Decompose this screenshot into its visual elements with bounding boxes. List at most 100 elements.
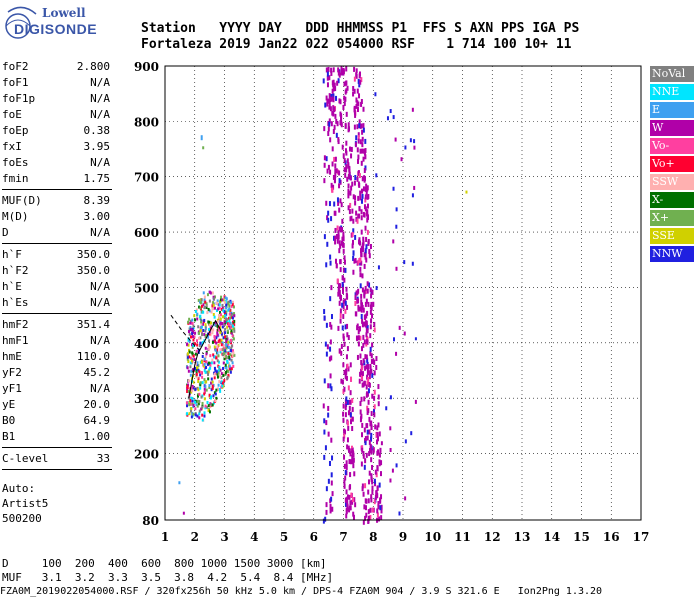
echo-pixel xyxy=(228,304,231,308)
echo-pixel xyxy=(330,472,333,478)
footer-file-info: FZA0M_2019022054000.RSF / 320fx256h 50 k… xyxy=(0,586,603,597)
echo-pixel xyxy=(223,379,226,383)
param-row: foF2 2.800 xyxy=(2,60,110,76)
echo-pixel xyxy=(346,437,349,443)
echo-pixel xyxy=(190,369,193,373)
echo-pixel xyxy=(393,337,396,342)
echo-pixel xyxy=(345,375,348,381)
echo-pixel xyxy=(367,408,370,414)
echo-pixel xyxy=(374,424,377,430)
echo-pixel xyxy=(360,346,363,352)
echo-pixel xyxy=(213,297,216,301)
echo-pixel xyxy=(346,323,349,329)
echo-pixel xyxy=(202,303,205,307)
echo-pixel xyxy=(325,509,328,515)
param-value: 0.38 xyxy=(83,124,111,137)
echo-pixel xyxy=(205,302,208,306)
echo-pixel xyxy=(334,258,337,264)
echo-pixel xyxy=(232,312,235,316)
echo-pixel xyxy=(341,144,344,150)
echo-pixel xyxy=(347,366,350,372)
param-value: 2.800 xyxy=(76,60,110,73)
echo-pixel xyxy=(392,186,395,191)
echo-pixel xyxy=(410,431,413,436)
echo-pixel xyxy=(330,121,333,127)
echo-pixel xyxy=(203,378,206,382)
echo-pixel xyxy=(345,354,348,360)
footer-distance-row: D 100 200 400 600 800 1000 1500 3000 [km… xyxy=(2,557,327,570)
echo-pixel xyxy=(186,366,189,370)
echo-pixel xyxy=(204,346,207,350)
echo-pixel xyxy=(352,228,355,234)
echo-pixel xyxy=(334,172,337,178)
param-row: hmE 110.0 xyxy=(2,350,110,366)
echo-pixel xyxy=(378,461,381,467)
y-tick-label: 500 xyxy=(134,281,159,295)
echo-pixel xyxy=(187,343,190,347)
param-key: foE xyxy=(2,108,22,121)
echo-pixel xyxy=(379,497,382,503)
echo-pixel xyxy=(352,86,355,92)
echo-pixel xyxy=(192,386,195,390)
echo-pixel xyxy=(330,355,333,361)
echo-pixel xyxy=(231,334,234,338)
echo-pixel xyxy=(191,384,194,388)
echo-pixel xyxy=(346,85,349,91)
echo-pixel xyxy=(217,307,220,311)
echo-pixel xyxy=(203,363,206,367)
echo-pixel xyxy=(219,328,222,332)
echo-pixel xyxy=(352,255,355,261)
echo-pixel xyxy=(374,469,377,475)
echo-pixel xyxy=(340,114,343,120)
param-key: C-level xyxy=(2,452,49,465)
echo-pixel xyxy=(204,329,207,333)
echo-pixel xyxy=(370,301,373,307)
echo-pixel xyxy=(204,300,207,304)
echo-pixel xyxy=(204,404,207,408)
echo-pixel xyxy=(348,494,351,500)
echo-pixel xyxy=(370,497,373,503)
echo-pixel xyxy=(335,168,338,174)
echo-pixel xyxy=(344,96,347,102)
echo-pixel xyxy=(328,118,331,124)
echo-pixel xyxy=(197,400,200,404)
echo-pixel xyxy=(204,406,207,410)
echo-pixel xyxy=(331,455,334,461)
echo-pixel xyxy=(359,195,362,201)
echo-pixel xyxy=(200,407,203,411)
param-key: hmE xyxy=(2,350,22,363)
echo-pixel xyxy=(191,396,194,400)
param-value: 3.95 xyxy=(83,140,111,153)
x-tick-label: 17 xyxy=(633,530,650,544)
echo-pixel xyxy=(186,390,189,394)
echo-pixel xyxy=(338,72,341,78)
echo-pixel xyxy=(340,343,343,349)
echo-pixel xyxy=(326,98,329,104)
echo-pixel xyxy=(365,320,368,326)
echo-pixel xyxy=(227,345,230,349)
echo-pixel xyxy=(376,436,379,442)
echo-pixel xyxy=(227,352,230,356)
echo-pixel xyxy=(190,390,193,394)
echo-pixel xyxy=(328,93,331,99)
echo-pixel xyxy=(350,376,353,382)
echo-pixel xyxy=(340,202,343,208)
echo-pixel xyxy=(359,139,362,145)
echo-pixel xyxy=(200,298,203,302)
x-tick-label: 14 xyxy=(543,530,560,544)
echo-pixel xyxy=(222,315,225,319)
echo-pixel xyxy=(326,168,329,174)
echo-pixel xyxy=(224,314,227,318)
echo-pixel xyxy=(343,167,346,173)
echo-pixel xyxy=(195,339,198,343)
echo-pixel xyxy=(332,174,335,180)
echo-pixel xyxy=(376,439,379,445)
echo-pixel xyxy=(342,336,345,342)
echo-pixel xyxy=(365,341,368,347)
echo-pixel xyxy=(343,158,346,164)
echo-pixel xyxy=(344,399,347,405)
param-row: foE N/A xyxy=(2,108,110,124)
echo-pixel xyxy=(216,333,219,337)
echo-pixel xyxy=(194,367,197,371)
echo-pixel xyxy=(368,248,371,254)
